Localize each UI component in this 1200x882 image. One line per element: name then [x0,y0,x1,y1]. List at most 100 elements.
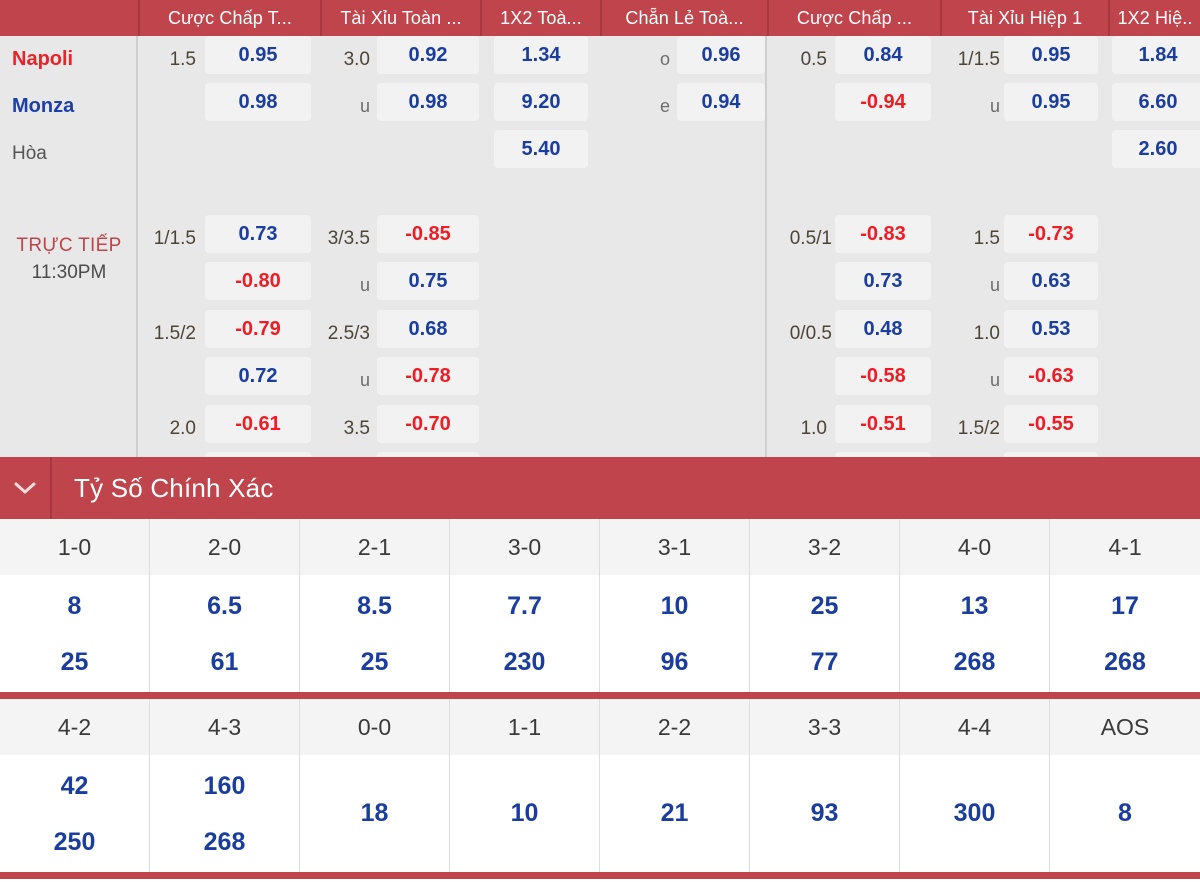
score-odds-bottom[interactable]: 25 [360,647,389,676]
over-under-ht-over-odds-r1[interactable]: 0.95 [1004,36,1098,74]
odd-even-ft-odd-odds[interactable]: 0.96 [677,36,765,74]
over-under-ht-over-odds-r4[interactable]: -0.55 [1004,405,1098,443]
score-odds-top[interactable]: 8.5 [357,591,392,620]
over-under-ft-over-odds-r4[interactable]: -0.70 [377,405,479,443]
home-team-name[interactable]: Napoli [12,48,74,70]
one-x-two-ft-home-odds[interactable]: 1.34 [494,36,588,74]
handicap-ht-home-odds-r1[interactable]: 0.84 [835,36,931,74]
score-odds-cell[interactable]: 8 25 [0,575,150,692]
handicap-ft-line-r4: 2.0 [169,418,196,439]
score-odds-bottom[interactable]: 268 [203,827,246,856]
handicap-ht-away-odds-r1[interactable]: -0.94 [835,83,931,121]
score-odds-top[interactable]: 42 [60,771,89,800]
score-label: 4-1 [1108,533,1142,560]
score-odds-bottom[interactable]: 96 [660,647,689,676]
handicap-ft-away-odds-r1[interactable]: 0.98 [205,83,311,121]
score-odds-single[interactable]: 300 [953,799,996,827]
score-odds-cell[interactable]: 93 [750,755,900,872]
score-odds-bottom[interactable]: 268 [953,647,996,676]
score-odds-cell[interactable]: 25 77 [750,575,900,692]
over-under-ft-under-odds-r1[interactable]: 0.98 [377,83,479,121]
one-x-two-ht-home-odds[interactable]: 1.84 [1112,36,1200,74]
odd-even-ft-even-odds[interactable]: 0.94 [677,83,765,121]
away-team-name[interactable]: Monza [12,95,75,117]
over-under-ht-under-odds-r2[interactable]: 0.63 [1004,262,1098,300]
score-label: AOS [1100,713,1150,740]
correct-score-title: Tỷ Số Chính Xác [74,472,274,503]
over-under-ht-line-r4: 1.5/2 [957,418,1000,439]
over-under-ft-under-odds-r3[interactable]: -0.78 [377,357,479,395]
score-odds-bottom[interactable]: 230 [503,647,546,676]
handicap-ht-home-odds-r4[interactable]: -0.51 [835,405,931,443]
score-odds-top[interactable]: 17 [1111,591,1139,620]
score-label: 3-3 [750,699,900,755]
column-header-odd-even-full-time[interactable]: Chẵn Lẻ Toà... [600,0,767,36]
score-odds-top[interactable]: 160 [203,771,246,800]
column-header-handicap-half-time[interactable]: Cược Chấp ... [767,0,940,36]
score-odds-top[interactable]: 8 [67,591,82,620]
over-under-ft-under-tag-r3: u [359,370,370,390]
correct-score-section-header[interactable]: Tỷ Số Chính Xác [0,457,1200,519]
score-odds-cell[interactable]: 10 [450,755,600,872]
score-odds-cell[interactable]: 18 [300,755,450,872]
over-under-ht-under-odds-r3[interactable]: -0.63 [1004,357,1098,395]
score-odds-cell[interactable]: 10 96 [600,575,750,692]
handicap-ft-home-odds-r1[interactable]: 0.95 [205,36,311,74]
score-label: 2-1 [300,519,450,575]
handicap-ft-away-odds-r2[interactable]: -0.80 [205,262,311,300]
column-header-one-x-two-full-time[interactable]: 1X2 Toà... [480,0,600,36]
score-odds-top[interactable]: 25 [810,591,839,620]
handicap-ht-away-odds-r2[interactable]: 0.73 [835,262,931,300]
score-odds-bottom[interactable]: 25 [60,647,89,676]
score-odds-single[interactable]: 93 [810,799,839,827]
column-header-over-under-half-time[interactable]: Tài Xỉu Hiệp 1 [940,0,1108,36]
one-x-two-ft-draw-odds[interactable]: 5.40 [494,130,588,168]
handicap-ht-home-odds-r2[interactable]: -0.83 [835,215,931,253]
score-odds-cell[interactable]: 17 268 [1050,575,1200,692]
over-under-ht-under-odds-r1[interactable]: 0.95 [1004,83,1098,121]
handicap-ht-line-r2: 0.5/1 [789,228,832,249]
score-odds-bottom[interactable]: 77 [810,647,839,676]
one-x-two-ht-away-odds[interactable]: 6.60 [1112,83,1200,121]
score-odds-top[interactable]: 13 [960,591,989,620]
live-status-label: TRỰC TIẾP [16,235,122,256]
over-under-ft-over-odds-r3[interactable]: 0.68 [377,310,479,348]
column-header-one-x-two-half-time[interactable]: 1X2 Hiệ.. [1108,0,1200,36]
score-odds-top[interactable]: 7.7 [507,591,542,620]
handicap-ft-home-odds-r2[interactable]: 0.73 [205,215,311,253]
chevron-down-icon[interactable] [0,457,52,519]
score-odds-bottom[interactable]: 61 [210,647,239,676]
over-under-ft-over-odds-r1[interactable]: 0.92 [377,36,479,74]
score-odds-cell[interactable]: 300 [900,755,1050,872]
score-odds-cell[interactable]: 8 [1050,755,1200,872]
handicap-ht-home-odds-r3[interactable]: 0.48 [835,310,931,348]
column-header-over-under-full-time[interactable]: Tài Xỉu Toàn ... [320,0,480,36]
score-odds-cell[interactable]: 7.7 230 [450,575,600,692]
score-odds-cell[interactable]: 8.5 25 [300,575,450,692]
score-odds-cell[interactable]: 21 [600,755,750,872]
handicap-ft-away-odds-r3[interactable]: 0.72 [205,357,311,395]
handicap-ht-away-odds-r3[interactable]: -0.58 [835,357,931,395]
over-under-ht-over-odds-r2[interactable]: -0.73 [1004,215,1098,253]
handicap-ft-home-odds-r4[interactable]: -0.61 [205,405,311,443]
score-odds-single[interactable]: 18 [360,799,389,827]
over-under-ft-under-odds-r2[interactable]: 0.75 [377,262,479,300]
over-under-ft-over-odds-r2[interactable]: -0.85 [377,215,479,253]
score-odds-single[interactable]: 8 [1118,799,1132,827]
over-under-ht-over-odds-r3[interactable]: 0.53 [1004,310,1098,348]
score-odds-cell[interactable]: 160 268 [150,755,300,872]
score-odds-top[interactable]: 6.5 [207,591,242,620]
score-odds-top[interactable]: 10 [660,591,689,620]
score-odds-cell[interactable]: 13 268 [900,575,1050,692]
score-odds-bottom[interactable]: 268 [1104,647,1146,676]
column-header-handicap-full-time[interactable]: Cược Chấp T... [138,0,320,36]
handicap-ft-home-odds-r3[interactable]: -0.79 [205,310,311,348]
one-x-two-ft-away-odds[interactable]: 9.20 [494,83,588,121]
score-odds-cell[interactable]: 42 250 [0,755,150,872]
score-odds-single[interactable]: 21 [660,799,689,827]
score-odds-single[interactable]: 10 [510,799,539,827]
one-x-two-ht-draw-odds[interactable]: 2.60 [1112,130,1200,168]
score-odds-cell[interactable]: 6.5 61 [150,575,300,692]
draw-label: Hòa [12,143,47,164]
score-odds-bottom[interactable]: 250 [53,827,96,856]
